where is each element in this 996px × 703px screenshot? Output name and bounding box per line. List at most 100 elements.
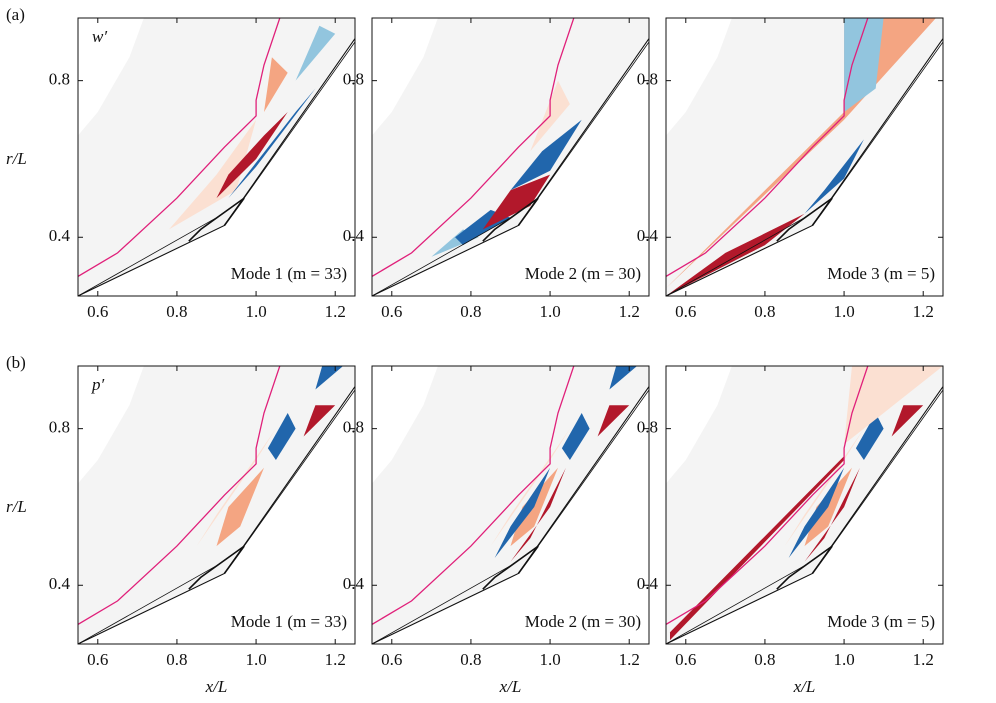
panel: [78, 366, 355, 644]
contour-region: [844, 18, 884, 112]
y-tick-label: 0.4: [343, 226, 365, 245]
body-region: [666, 38, 943, 296]
x-tick-label: 1.0: [833, 302, 854, 321]
x-tick-label: 1.0: [539, 302, 560, 321]
contour-region: [295, 25, 336, 81]
panel-label: (a): [6, 5, 25, 24]
body-region: [666, 386, 943, 644]
contour-region: [482, 174, 551, 230]
x-tick-label: 0.8: [460, 650, 481, 669]
body-region: [372, 38, 649, 296]
contour-region: [315, 366, 344, 390]
annotation: Mode 1 (m = 33): [231, 612, 347, 631]
contour-region: [788, 467, 845, 558]
annotation-bg: [495, 608, 645, 636]
y-axis-label: r/L: [6, 149, 27, 168]
annotation-bg: [201, 260, 351, 288]
annotation-bg: [201, 608, 351, 636]
x-tick-label: 0.8: [166, 650, 187, 669]
cavity-line: [776, 545, 833, 590]
shock-line: [666, 366, 869, 625]
contour-region: [216, 112, 288, 199]
y-axis-label: r/L: [6, 497, 27, 516]
freestream: [666, 366, 732, 484]
field-label: w′: [92, 27, 107, 46]
contour-region: [494, 467, 551, 558]
contour-region: [561, 413, 590, 460]
annotation: Mode 1 (m = 33): [231, 264, 347, 283]
x-tick-label: 0.6: [675, 302, 696, 321]
shock-line: [78, 366, 281, 625]
cavity-line: [776, 197, 833, 242]
panel: [372, 366, 649, 644]
x-tick-label: 0.6: [381, 302, 402, 321]
body-region: [372, 386, 649, 644]
x-tick-label: 1.0: [245, 650, 266, 669]
plot-frame: [77, 365, 356, 645]
plot-frame: [665, 17, 944, 297]
x-tick-label: 1.2: [619, 650, 640, 669]
y-tick-label: 0.8: [343, 418, 364, 437]
contour-region: [303, 405, 336, 437]
x-tick-label: 0.8: [754, 650, 775, 669]
x-tick-label: 1.2: [325, 650, 346, 669]
cavity-line: [482, 545, 539, 590]
shock-line: [372, 366, 575, 625]
panel-label: (b): [6, 353, 26, 372]
plot-frame: [77, 17, 356, 297]
y-tick-label: 0.4: [49, 574, 71, 593]
y-tick-label: 0.8: [49, 70, 70, 89]
cavity-line: [188, 545, 245, 590]
x-tick-label: 0.8: [460, 302, 481, 321]
x-axis-label: x/L: [499, 677, 522, 696]
contour-region: [804, 467, 852, 547]
y-tick-label: 0.4: [637, 574, 659, 593]
contour-region: [597, 405, 630, 437]
contour-region: [216, 467, 264, 547]
annotation-bg: [789, 260, 939, 288]
y-tick-label: 0.4: [343, 574, 365, 593]
x-tick-label: 1.0: [833, 650, 854, 669]
x-axis-label: x/L: [793, 677, 816, 696]
shock-line: [372, 18, 575, 277]
x-tick-label: 0.8: [754, 302, 775, 321]
freestream: [78, 18, 144, 136]
y-tick-label: 0.4: [49, 226, 71, 245]
x-tick-label: 1.0: [539, 650, 560, 669]
x-tick-label: 0.6: [87, 302, 108, 321]
contour-region: [267, 413, 296, 460]
y-tick-label: 0.8: [637, 70, 658, 89]
plot-frame: [371, 365, 650, 645]
body-region: [78, 386, 355, 644]
freestream: [372, 18, 438, 136]
x-tick-label: 1.2: [913, 302, 934, 321]
x-tick-label: 1.2: [325, 302, 346, 321]
x-tick-label: 1.2: [913, 650, 934, 669]
panel: [666, 18, 943, 296]
contour-region: [228, 88, 316, 199]
annotation: Mode 2 (m = 30): [525, 612, 641, 631]
contour-region: [609, 366, 638, 390]
plot-frame: [371, 17, 650, 297]
contour-region: [264, 57, 288, 112]
annotation-bg: [495, 260, 645, 288]
x-tick-label: 1.2: [619, 302, 640, 321]
shock-line: [78, 18, 281, 277]
annotation-bg: [789, 608, 939, 636]
field-label: p′: [91, 375, 105, 394]
freestream: [372, 366, 438, 484]
contour-region: [855, 413, 884, 460]
body-region: [78, 38, 355, 296]
annotation: Mode 3 (m = 5): [827, 264, 935, 283]
contour-region: [510, 467, 558, 547]
cavity-line: [482, 197, 539, 242]
y-tick-label: 0.8: [343, 70, 364, 89]
panel: [666, 366, 943, 644]
panel: [78, 18, 355, 296]
contour-region: [666, 213, 805, 296]
freestream: [78, 366, 144, 484]
contour-region: [844, 366, 943, 445]
shock-line: [666, 18, 869, 277]
y-tick-label: 0.8: [49, 418, 70, 437]
